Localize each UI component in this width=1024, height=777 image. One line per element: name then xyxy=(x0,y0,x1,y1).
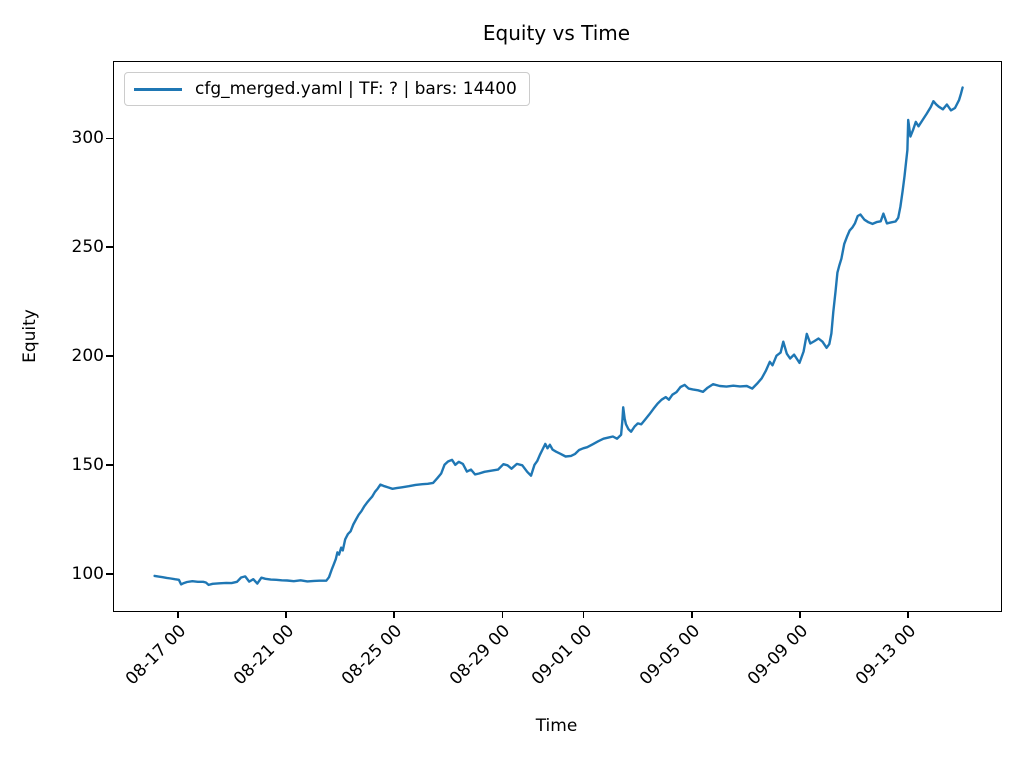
x-axis-label: Time xyxy=(535,716,578,736)
y-tick-mark xyxy=(106,464,113,466)
chart-title: Equity vs Time xyxy=(482,21,631,45)
y-tick-label: 100 xyxy=(71,564,104,585)
y-axis-label: Equity xyxy=(20,309,40,363)
x-tick-mark xyxy=(501,611,504,618)
y-tick-label: 250 xyxy=(71,237,104,258)
x-tick-mark xyxy=(393,611,396,618)
x-tick-mark xyxy=(285,611,287,618)
y-tick-mark xyxy=(106,246,113,249)
x-tick-mark xyxy=(690,611,693,618)
x-tick-mark xyxy=(582,611,585,618)
y-tick-label: 200 xyxy=(71,346,104,367)
legend-label: cfg_merged.yaml | TF: ? | bars: 14400 xyxy=(195,79,517,99)
y-tick-mark xyxy=(106,355,113,357)
equity-series-line xyxy=(153,86,964,587)
legend-line-swatch xyxy=(134,87,182,91)
x-tick-mark xyxy=(799,611,801,618)
x-tick-mark xyxy=(177,611,179,618)
legend: cfg_merged.yaml | TF: ? | bars: 14400 xyxy=(124,72,530,106)
y-tick-label: 300 xyxy=(71,128,104,149)
equity-line-chart xyxy=(153,86,964,587)
plot-area: cfg_merged.yaml | TF: ? | bars: 14400 xyxy=(113,61,1002,612)
y-tick-mark xyxy=(106,137,113,140)
y-tick-mark xyxy=(106,573,113,575)
y-tick-label: 150 xyxy=(71,455,104,476)
x-tick-mark xyxy=(907,611,909,618)
